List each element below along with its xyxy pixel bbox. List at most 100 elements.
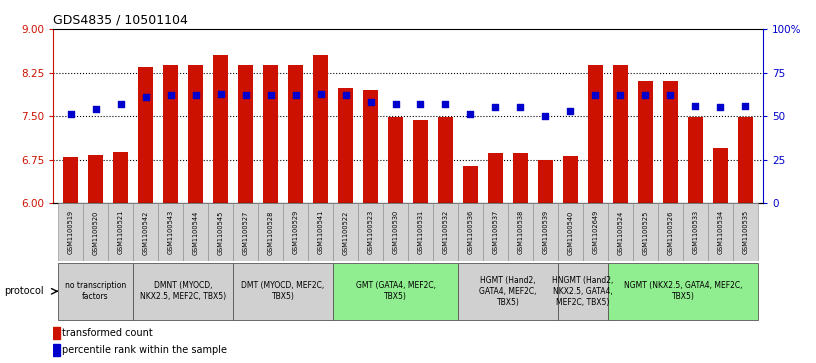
Bar	[563, 156, 578, 203]
Point	[514, 105, 527, 110]
Bar	[413, 120, 428, 203]
Point	[264, 92, 277, 98]
Bar	[458, 203, 483, 261]
Bar	[158, 203, 183, 261]
Bar	[383, 203, 408, 261]
Bar	[338, 88, 353, 203]
Bar	[88, 155, 103, 203]
Text: GSM1100531: GSM1100531	[418, 210, 424, 254]
Bar	[713, 148, 728, 203]
Bar	[583, 203, 608, 261]
Bar	[613, 65, 628, 203]
Text: GSM1100544: GSM1100544	[193, 210, 198, 254]
Text: DMT (MYOCD, MEF2C,
TBX5): DMT (MYOCD, MEF2C, TBX5)	[242, 281, 325, 301]
Point	[339, 92, 352, 98]
Bar	[558, 203, 583, 261]
Bar	[458, 262, 558, 320]
Bar	[138, 67, 153, 203]
Bar	[258, 203, 283, 261]
Bar	[283, 203, 308, 261]
Text: GSM1100540: GSM1100540	[567, 210, 574, 254]
Text: protocol: protocol	[4, 286, 44, 296]
Bar	[308, 203, 333, 261]
Point	[614, 92, 627, 98]
Text: GSM1100541: GSM1100541	[317, 210, 323, 254]
Point	[689, 103, 702, 109]
Point	[639, 92, 652, 98]
Text: HGMT (Hand2,
GATA4, MEF2C,
TBX5): HGMT (Hand2, GATA4, MEF2C, TBX5)	[479, 276, 537, 307]
Point	[114, 101, 127, 107]
Text: NGMT (NKX2.5, GATA4, MEF2C,
TBX5): NGMT (NKX2.5, GATA4, MEF2C, TBX5)	[623, 281, 743, 301]
Text: HNGMT (Hand2,
NKX2.5, GATA4,
MEF2C, TBX5): HNGMT (Hand2, NKX2.5, GATA4, MEF2C, TBX5…	[552, 276, 614, 307]
Text: GSM1100526: GSM1100526	[667, 210, 673, 254]
Bar	[53, 344, 60, 356]
Text: GMT (GATA4, MEF2C,
TBX5): GMT (GATA4, MEF2C, TBX5)	[356, 281, 436, 301]
Text: GSM1100539: GSM1100539	[543, 210, 548, 254]
Point	[439, 101, 452, 107]
Bar	[163, 65, 178, 203]
Point	[164, 92, 177, 98]
Bar	[483, 203, 508, 261]
Bar	[63, 158, 78, 203]
Point	[714, 105, 727, 110]
Bar	[513, 153, 528, 203]
Bar	[633, 203, 658, 261]
Text: GSM1100527: GSM1100527	[242, 210, 249, 254]
Bar	[333, 203, 358, 261]
Bar	[658, 203, 683, 261]
Point	[464, 111, 477, 117]
Bar	[133, 262, 233, 320]
Bar	[58, 262, 133, 320]
Text: GSM1100529: GSM1100529	[292, 210, 299, 254]
Point	[739, 103, 752, 109]
Bar	[608, 262, 758, 320]
Text: GSM1100543: GSM1100543	[167, 210, 174, 254]
Bar	[233, 262, 333, 320]
Bar	[263, 65, 278, 203]
Bar	[133, 203, 158, 261]
Text: GSM1100538: GSM1100538	[517, 210, 524, 254]
Bar	[363, 90, 378, 203]
Bar	[608, 203, 633, 261]
Text: GSM1100542: GSM1100542	[143, 210, 149, 254]
Text: GSM1100533: GSM1100533	[693, 210, 698, 254]
Text: GSM1102649: GSM1102649	[592, 210, 598, 254]
Bar	[238, 65, 253, 203]
Bar	[638, 81, 653, 203]
Bar	[388, 117, 403, 203]
Bar	[208, 203, 233, 261]
Bar	[58, 203, 83, 261]
Bar	[533, 203, 558, 261]
Bar	[183, 203, 208, 261]
Bar	[438, 117, 453, 203]
Text: GSM1100532: GSM1100532	[442, 210, 449, 254]
Text: GSM1100520: GSM1100520	[92, 210, 99, 254]
Bar	[538, 160, 553, 203]
Bar	[733, 203, 758, 261]
Point	[89, 106, 102, 112]
Text: GSM1100530: GSM1100530	[392, 210, 398, 254]
Bar	[333, 262, 458, 320]
Text: transformed count: transformed count	[62, 328, 153, 338]
Bar	[108, 203, 133, 261]
Point	[564, 108, 577, 114]
Text: no transcription
factors: no transcription factors	[65, 281, 126, 301]
Text: percentile rank within the sample: percentile rank within the sample	[62, 344, 227, 355]
Point	[64, 111, 77, 117]
Text: GSM1100519: GSM1100519	[68, 210, 73, 254]
Point	[589, 92, 602, 98]
Point	[539, 113, 552, 119]
Bar	[358, 203, 383, 261]
Text: GSM1100525: GSM1100525	[642, 210, 649, 254]
Bar	[408, 203, 433, 261]
Text: GSM1100537: GSM1100537	[493, 210, 499, 254]
Bar	[738, 117, 753, 203]
Bar	[188, 65, 203, 203]
Bar	[313, 55, 328, 203]
Bar	[558, 262, 608, 320]
Point	[139, 94, 152, 100]
Point	[414, 101, 427, 107]
Point	[289, 92, 302, 98]
Bar	[213, 55, 228, 203]
Bar	[433, 203, 458, 261]
